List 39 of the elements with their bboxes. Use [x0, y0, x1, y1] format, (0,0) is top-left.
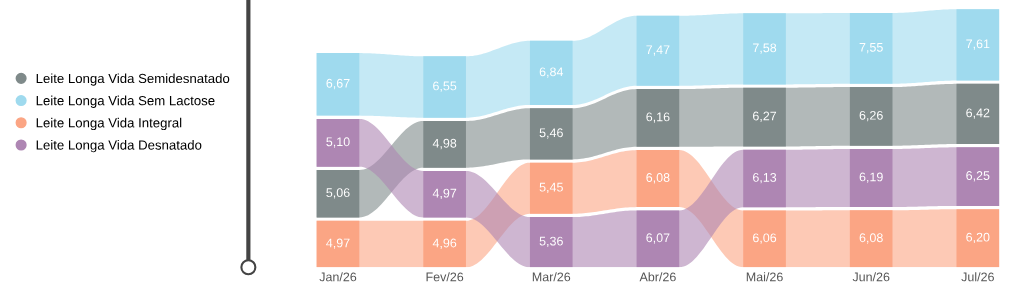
data-label: 5,10 [326, 137, 350, 148]
data-label: 4,96 [432, 238, 457, 249]
data-label: 6,84 [539, 67, 564, 78]
data-label: 6,26 [859, 110, 883, 122]
data-label: 5,06 [326, 188, 350, 199]
data-label: 4,97 [432, 188, 457, 200]
data-label: 6,19 [859, 172, 883, 183]
data-label: 4,97 [326, 238, 350, 249]
data-label: 5,46 [539, 128, 563, 139]
data-label: 6,13 [753, 172, 777, 184]
data-label: 7,47 [646, 45, 670, 56]
data-label: 6,08 [859, 233, 883, 244]
data-label: 6,08 [646, 173, 670, 184]
data-label: 4,98 [432, 138, 457, 150]
data-label: 5,36 [539, 236, 563, 248]
data-label: 6,55 [433, 81, 457, 92]
legend-label: Leite Longa Vida Semidesnatado [36, 73, 230, 86]
data-label: 6,42 [966, 108, 990, 119]
category-label: Jul/26 [961, 272, 994, 282]
data-label: 6,27 [753, 111, 777, 122]
data-label: 7,55 [859, 42, 883, 54]
data-label: 7,58 [753, 43, 777, 54]
data-label: 7,61 [966, 39, 990, 50]
data-label: 6,07 [646, 233, 670, 244]
category-label: Fev/26 [426, 272, 464, 282]
data-label: 6,16 [646, 112, 670, 123]
legend-label: Leite Longa Vida Desnatado [36, 140, 202, 153]
data-label: 6,20 [966, 232, 990, 244]
data-label: 5,45 [539, 182, 563, 194]
category-label: Mai/26 [746, 272, 783, 282]
category-label: Jun/26 [852, 272, 890, 282]
legend-label: Leite Longa Vida Integral [36, 117, 182, 131]
category-label: Mar/26 [532, 272, 571, 282]
data-label: 6,25 [966, 171, 990, 182]
legend-label: Leite Longa Vida Sem Lactose [36, 95, 215, 108]
data-label: 6,67 [326, 78, 350, 90]
category-label: Jan/26 [319, 272, 357, 282]
data-label: 6,06 [753, 233, 777, 244]
category-label: Abr/26 [639, 272, 676, 282]
